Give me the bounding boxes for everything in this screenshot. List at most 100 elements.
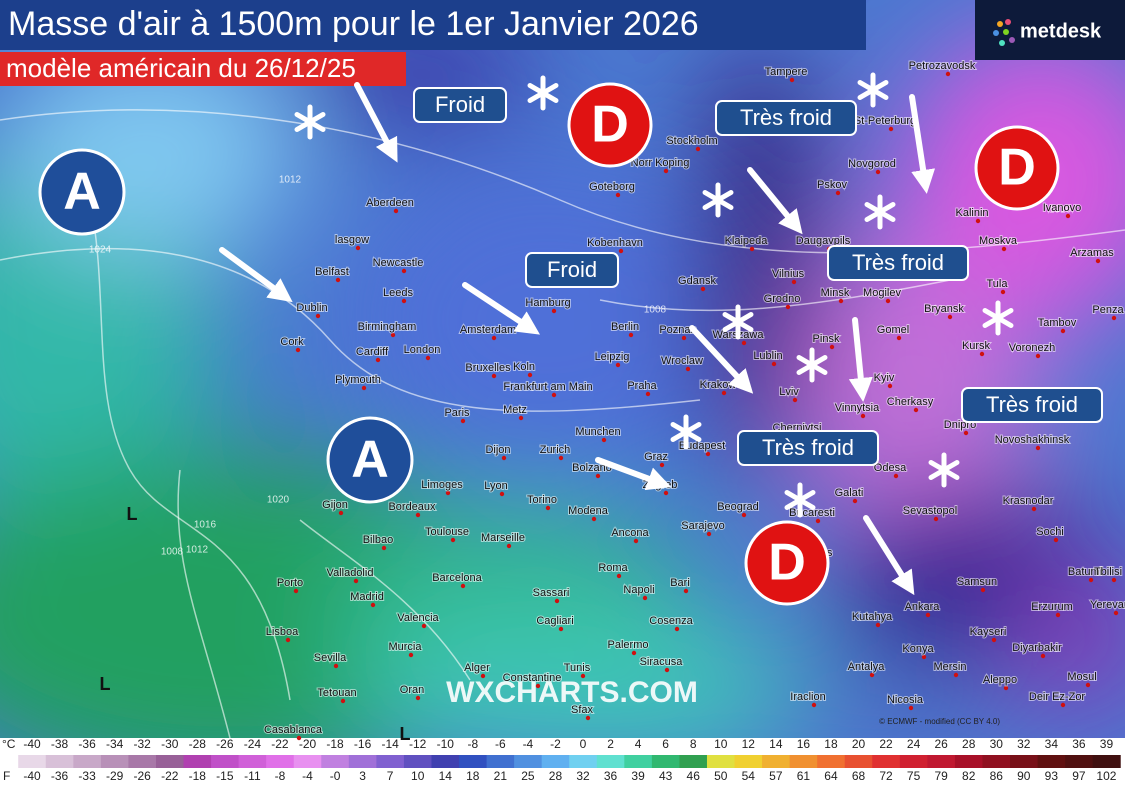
fahrenheit-label: 54 bbox=[742, 769, 756, 783]
low-pressure-label: D bbox=[768, 534, 806, 592]
scale-cell bbox=[238, 755, 267, 768]
city-label: Batumi bbox=[1068, 566, 1102, 578]
fahrenheit-label: -26 bbox=[134, 769, 152, 783]
scale-cell bbox=[155, 755, 185, 768]
scale-cell bbox=[459, 755, 488, 768]
high-pressure-label: A bbox=[351, 431, 389, 489]
city-label: Pinsk bbox=[813, 333, 840, 345]
celsius-label: -24 bbox=[244, 737, 262, 751]
wind-arrow bbox=[689, 325, 754, 394]
fahrenheit-label: 39 bbox=[631, 769, 645, 783]
city-label: Galati bbox=[835, 487, 864, 499]
city-label: Odesa bbox=[874, 462, 907, 474]
city-label: Krasnodar bbox=[1003, 495, 1054, 507]
snowflake-arm bbox=[864, 202, 896, 222]
city-dot bbox=[663, 490, 669, 496]
city-label: Lyon bbox=[484, 480, 507, 492]
city-dot bbox=[749, 246, 755, 252]
city-dot bbox=[296, 735, 302, 741]
city-label: Palermo bbox=[608, 639, 649, 651]
scale-cell bbox=[817, 755, 846, 768]
isobar-label: 1016 bbox=[1049, 205, 1072, 216]
city-label: Konya bbox=[902, 643, 934, 655]
city-dot bbox=[888, 126, 894, 132]
city-dot bbox=[721, 390, 727, 396]
city-dot bbox=[499, 491, 505, 497]
isobar-label: 1012 bbox=[279, 175, 302, 186]
city-dot bbox=[506, 543, 512, 549]
scale-cell bbox=[1037, 755, 1066, 768]
celsius-label: -18 bbox=[326, 737, 344, 751]
city-dot bbox=[913, 407, 919, 413]
celsius-label: -32 bbox=[134, 737, 152, 751]
callout-box bbox=[961, 387, 1103, 423]
city-label: Tetouan bbox=[317, 687, 356, 699]
city-label: Pskov bbox=[817, 179, 847, 191]
scale-cell bbox=[596, 755, 625, 768]
callout-label: Très froid bbox=[740, 105, 832, 130]
scale-cell bbox=[45, 755, 74, 768]
city-label: Cherkasy bbox=[887, 396, 934, 408]
fahrenheit-label: -0 bbox=[330, 769, 341, 783]
low-marker: L bbox=[127, 504, 138, 524]
city-dot bbox=[381, 545, 387, 551]
city-label: Metz bbox=[503, 404, 527, 416]
low-pressure-circle bbox=[567, 82, 653, 168]
city-dot bbox=[789, 77, 795, 83]
city-dot bbox=[401, 268, 407, 274]
city-dot bbox=[615, 362, 621, 368]
city-dot bbox=[558, 455, 564, 461]
wind-arrow bbox=[219, 247, 293, 303]
credit: © ECMWF - modified (CC BY 4.0) bbox=[879, 717, 1000, 726]
city-dot bbox=[295, 347, 301, 353]
city-dot bbox=[460, 583, 466, 589]
celsius-label: 36 bbox=[1072, 737, 1086, 751]
city-dot bbox=[527, 372, 533, 378]
city-dot bbox=[663, 168, 669, 174]
city-dot bbox=[683, 588, 689, 594]
fahrenheit-label: 90 bbox=[1017, 769, 1031, 783]
city-label: Casablanca bbox=[264, 724, 323, 736]
city-dot bbox=[591, 516, 597, 522]
scale-cell bbox=[872, 755, 901, 768]
city-label: Kayseri bbox=[970, 626, 1007, 638]
celsius-label: -40 bbox=[23, 737, 41, 751]
city-label: London bbox=[404, 344, 441, 356]
celsius-label: 26 bbox=[934, 737, 948, 751]
city-dot bbox=[1031, 506, 1037, 512]
city-label: Madrid bbox=[350, 591, 384, 603]
scale-cell bbox=[679, 755, 708, 768]
scale-cell bbox=[541, 755, 570, 768]
fahrenheit-label: -18 bbox=[189, 769, 207, 783]
snowflake bbox=[294, 104, 326, 140]
celsius-label: -34 bbox=[106, 737, 124, 751]
city-dot bbox=[1001, 246, 1007, 252]
logo-box bbox=[975, 0, 1125, 60]
city-dot bbox=[953, 672, 959, 678]
city-dot bbox=[618, 248, 624, 254]
celsius-label: -4 bbox=[523, 737, 534, 751]
city-label: Moskva bbox=[979, 235, 1018, 247]
fahrenheit-label: -15 bbox=[216, 769, 234, 783]
scale-cell bbox=[293, 755, 322, 768]
city-label: Valladolid bbox=[327, 567, 374, 579]
city-label: Daugavpils bbox=[796, 235, 851, 247]
city-label: Kutahya bbox=[852, 611, 893, 623]
callout-box bbox=[525, 252, 619, 288]
city-label: Sevilla bbox=[314, 652, 347, 664]
isobar-label: 1020 bbox=[267, 495, 290, 506]
isobar-label: 1024 bbox=[89, 245, 112, 256]
city-label: Marseille bbox=[481, 532, 525, 544]
scale-cell bbox=[128, 755, 157, 768]
city-dot bbox=[785, 304, 791, 310]
city-dot bbox=[1095, 258, 1101, 264]
celsius-label: 32 bbox=[1017, 737, 1031, 751]
city-dot bbox=[875, 169, 881, 175]
city-dot bbox=[1035, 353, 1041, 359]
city-dot bbox=[370, 602, 376, 608]
city-label: St-Peterburg bbox=[854, 115, 916, 127]
fahrenheit-label: -11 bbox=[244, 769, 261, 783]
city-dot bbox=[551, 308, 557, 314]
city-label: Tambov bbox=[1038, 317, 1077, 329]
